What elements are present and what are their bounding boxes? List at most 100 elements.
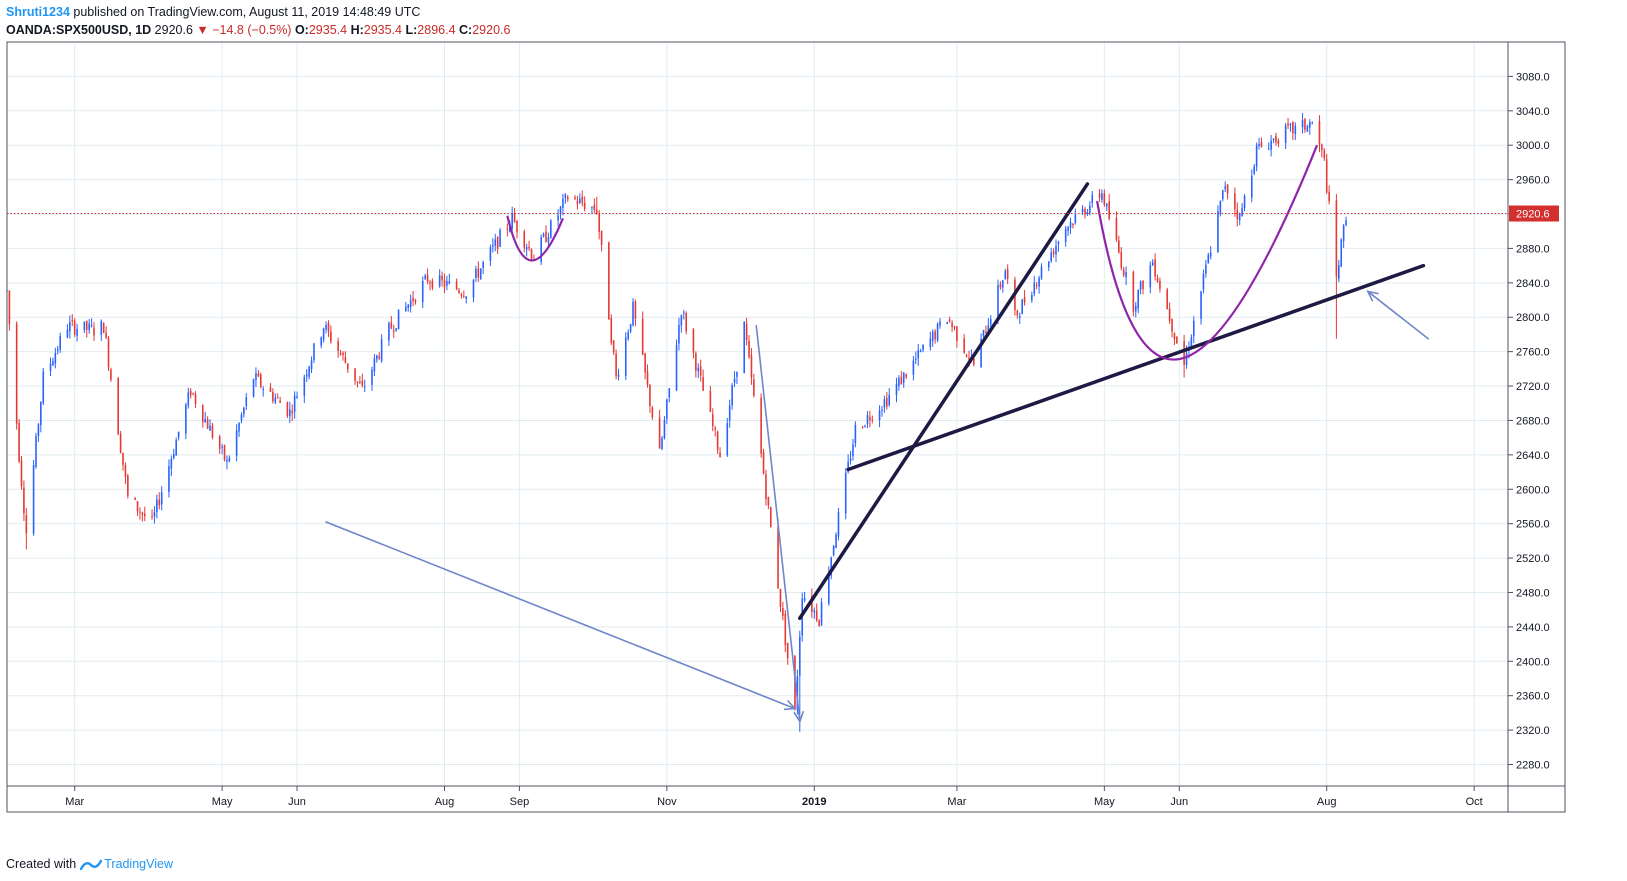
candle-up	[310, 360, 313, 369]
candle-down	[1122, 269, 1125, 276]
y-tick-label: 2960.0	[1516, 175, 1550, 187]
candle-up	[492, 245, 494, 247]
candle-down	[119, 434, 122, 453]
symbol-label: OANDA:SPX500USD, 1D	[6, 23, 152, 37]
candle-up	[475, 269, 477, 278]
candle-up	[252, 379, 255, 397]
chart-grid	[7, 42, 1508, 786]
candle-up	[1069, 221, 1072, 228]
price-axis[interactable]: 2280.0 2320.0 2360.0 2400.0 2440.0 2480.0 2520…	[1508, 71, 1550, 771]
y-tick-label: 2760.0	[1516, 347, 1550, 359]
candle-down	[1292, 122, 1294, 134]
candle-down	[192, 393, 194, 395]
candle-down	[463, 295, 465, 297]
candle-down	[973, 358, 975, 365]
candle-up	[1224, 186, 1227, 189]
candle-up	[743, 321, 746, 374]
candle-down	[20, 460, 23, 486]
candle-down	[93, 327, 95, 336]
y-tick-label: 3000.0	[1516, 140, 1550, 152]
candle-up	[424, 275, 426, 279]
candle-down	[134, 497, 136, 500]
candle-up	[668, 388, 671, 398]
candle-up	[305, 374, 308, 377]
candle-down	[900, 376, 903, 385]
candle-up	[557, 215, 559, 221]
candle-up	[204, 418, 206, 423]
candle-down	[762, 451, 765, 474]
candle-up	[1311, 123, 1314, 125]
candle-down	[963, 338, 965, 353]
candle-down	[1176, 336, 1178, 344]
candle-down	[1016, 310, 1019, 316]
candle-down	[612, 340, 615, 353]
candle-down	[615, 353, 617, 376]
candle-up	[371, 369, 373, 385]
candle-up	[373, 358, 376, 372]
candle-down	[651, 407, 654, 418]
chart-drawings	[7, 144, 1508, 724]
arrow-right	[1367, 290, 1430, 340]
candle-up	[1309, 122, 1311, 128]
candle-down	[141, 512, 144, 515]
candle-down	[528, 246, 530, 249]
candle-up	[798, 636, 801, 676]
candles	[6, 112, 1347, 732]
candle-down	[861, 427, 864, 429]
candle-up	[830, 557, 833, 576]
y-tick-label: 2480.0	[1516, 587, 1550, 599]
candle-up	[837, 511, 840, 537]
candle-down	[1166, 289, 1168, 310]
candle-down	[412, 297, 414, 301]
candle-down	[581, 196, 584, 204]
candle-down	[1006, 269, 1009, 279]
candle-down	[356, 381, 359, 383]
candle-down	[151, 516, 153, 518]
candle-down	[702, 377, 704, 391]
candle-up	[1105, 203, 1108, 207]
candle-up	[1151, 262, 1154, 266]
open-label: O:	[294, 23, 309, 37]
candle-up	[274, 397, 277, 403]
x-tick-label: Aug	[435, 796, 455, 808]
candle-down	[477, 268, 480, 278]
candle-up	[494, 239, 497, 246]
candle-down	[85, 321, 88, 330]
cup-curve-small	[506, 215, 564, 262]
candle-up	[1294, 125, 1297, 134]
candle-up	[1238, 213, 1241, 221]
candle-down	[513, 213, 516, 223]
y-tick-label: 2680.0	[1516, 415, 1550, 427]
author-name[interactable]: Shruti1234	[6, 5, 70, 19]
cup-curve-large	[1096, 144, 1319, 361]
candle-up	[813, 610, 816, 613]
candle-up	[1149, 265, 1152, 288]
candle-up	[1033, 282, 1036, 295]
candle-down	[71, 319, 74, 322]
candle-down	[545, 231, 547, 242]
tradingview-brand[interactable]: TradingView	[104, 857, 173, 871]
candle-up	[550, 220, 552, 238]
candle-up	[221, 446, 223, 448]
candle-down	[786, 642, 789, 659]
arrow-long-head	[783, 699, 797, 711]
time-axis[interactable]: Mar May Jun Aug Sep Nov 2019 Mar May Jun Aug Oct	[65, 786, 1483, 808]
candle-down	[1103, 193, 1106, 205]
arrow-short-head	[793, 710, 805, 724]
candle-down	[201, 404, 204, 423]
candle-up	[172, 454, 175, 459]
candle-up	[499, 230, 501, 247]
candle-up	[866, 414, 869, 425]
candle-up	[632, 301, 634, 326]
candle-up	[388, 323, 390, 341]
candle-up	[1338, 265, 1340, 280]
candle-up	[243, 407, 245, 415]
candle-down	[8, 290, 11, 325]
y-tick-label: 2800.0	[1516, 312, 1550, 324]
candle-up	[931, 331, 934, 341]
candle-down	[1321, 144, 1323, 151]
x-tick-label: Mar	[947, 796, 966, 808]
candle-up	[898, 377, 900, 386]
candle-up	[37, 424, 40, 437]
